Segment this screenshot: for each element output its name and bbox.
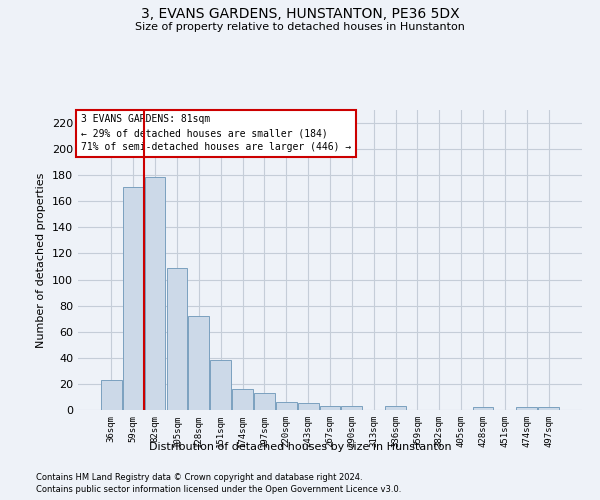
Bar (473, 408, 493, 410)
Bar (538, 408, 559, 410)
Bar (298, 404, 319, 410)
Bar (123, 187, 143, 410)
Bar (167, 268, 187, 410)
Bar (276, 402, 296, 410)
Bar (320, 406, 340, 410)
Bar (254, 393, 275, 410)
Text: Contains public sector information licensed under the Open Government Licence v3: Contains public sector information licen… (36, 485, 401, 494)
Y-axis label: Number of detached properties: Number of detached properties (37, 172, 46, 348)
Bar (385, 406, 406, 410)
Text: Contains HM Land Registry data © Crown copyright and database right 2024.: Contains HM Land Registry data © Crown c… (36, 472, 362, 482)
Text: 3, EVANS GARDENS, HUNSTANTON, PE36 5DX: 3, EVANS GARDENS, HUNSTANTON, PE36 5DX (140, 8, 460, 22)
Bar (145, 176, 166, 410)
Bar (188, 316, 209, 410)
Text: 3 EVANS GARDENS: 81sqm
← 29% of detached houses are smaller (184)
71% of semi-de: 3 EVANS GARDENS: 81sqm ← 29% of detached… (80, 114, 351, 152)
Bar (517, 408, 537, 410)
Bar (341, 406, 362, 410)
Text: Distribution of detached houses by size in Hunstanton: Distribution of detached houses by size … (149, 442, 451, 452)
Text: Size of property relative to detached houses in Hunstanton: Size of property relative to detached ho… (135, 22, 465, 32)
Bar (232, 389, 253, 410)
Bar (101, 380, 122, 410)
Bar (210, 360, 231, 410)
